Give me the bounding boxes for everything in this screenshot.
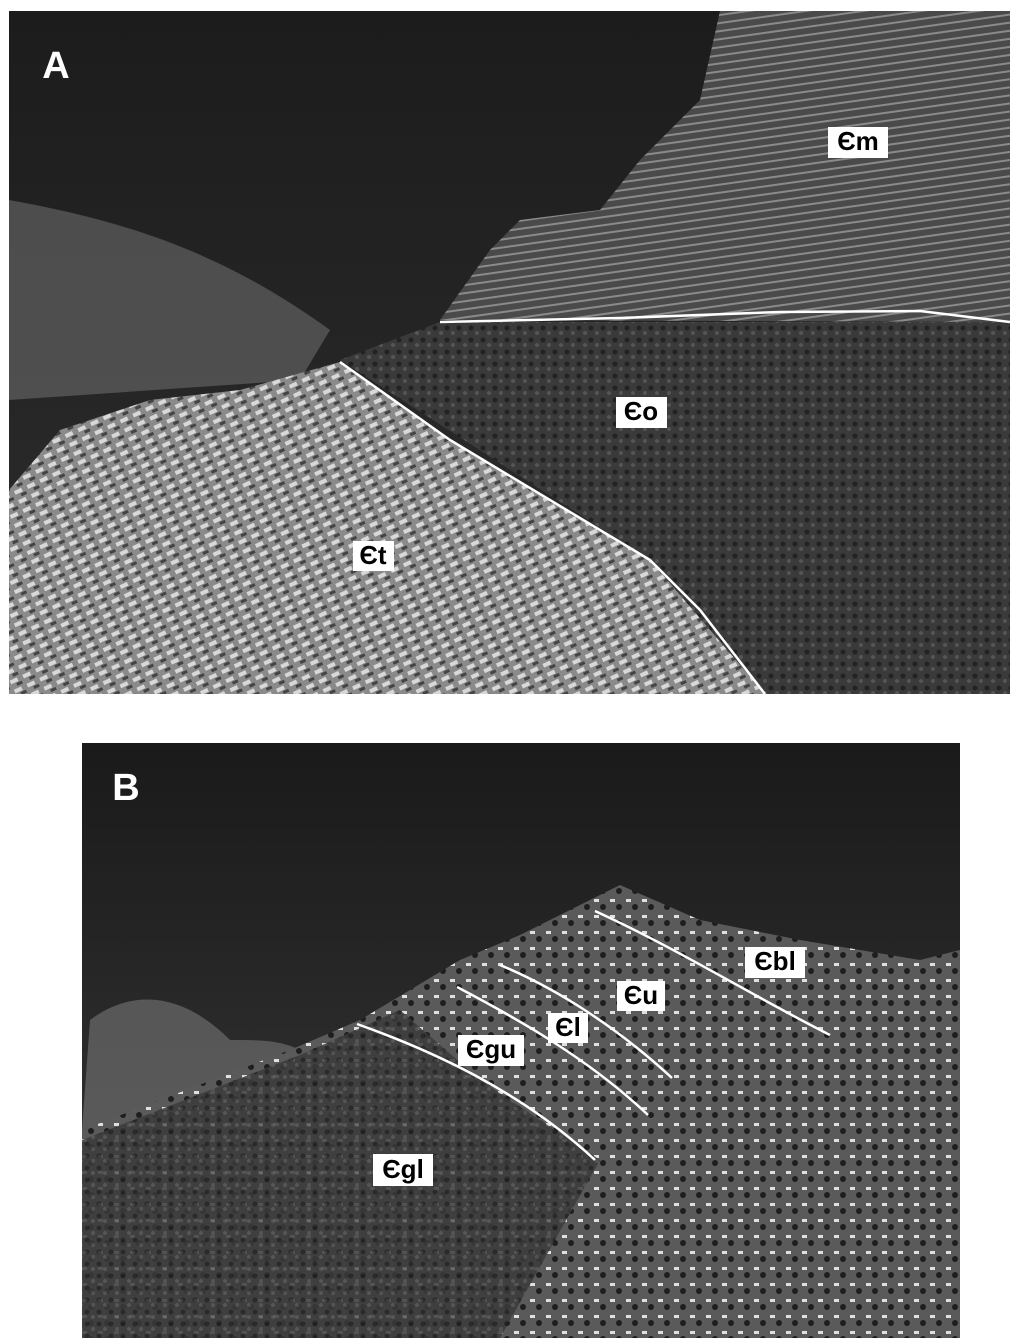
unit-label: Єl bbox=[555, 1012, 581, 1042]
panel-label: B bbox=[112, 767, 139, 809]
figure: A Єm Єo Єt B Єbl Єu Єl Єgu Єgl bbox=[0, 0, 1010, 1338]
photo-a bbox=[9, 11, 1010, 694]
unit-label: Єbl bbox=[754, 946, 796, 976]
unit-label: Єt bbox=[359, 540, 386, 570]
unit-label: Єgl bbox=[382, 1154, 424, 1184]
unit-label: Єgu bbox=[466, 1034, 516, 1064]
unit-label: Єm bbox=[837, 126, 879, 156]
unit-label: Єu bbox=[624, 980, 658, 1010]
panel-label: A bbox=[42, 45, 69, 87]
unit-label: Єo bbox=[624, 396, 658, 426]
